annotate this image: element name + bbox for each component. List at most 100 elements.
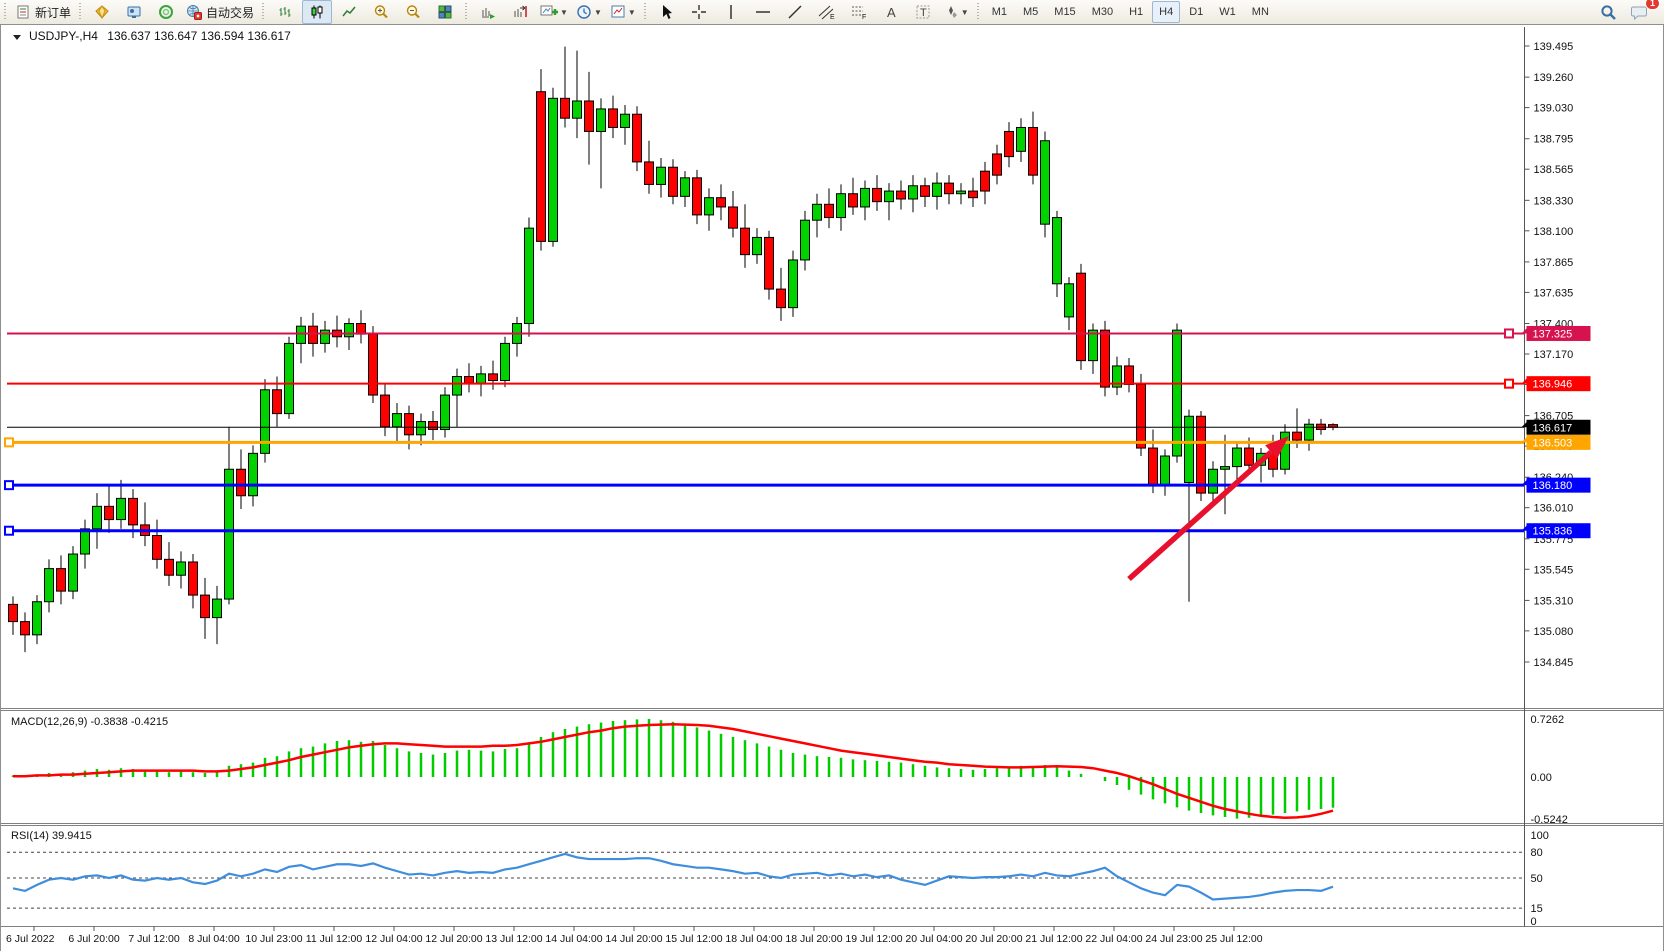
tile-windows-button[interactable] bbox=[430, 0, 460, 24]
text-tool-button[interactable]: A bbox=[876, 0, 906, 24]
trendline-tool-button[interactable] bbox=[780, 0, 810, 24]
candle-body bbox=[1064, 283, 1074, 318]
toolbar-grip[interactable] bbox=[975, 3, 981, 21]
time-axis-label: 12 Jul 20:00 bbox=[425, 933, 482, 945]
horizontal-line-tool-button[interactable] bbox=[748, 0, 778, 24]
candle-body bbox=[1028, 126, 1038, 176]
price-tick-label: 137.635 bbox=[1534, 287, 1574, 299]
candle-body bbox=[8, 603, 18, 623]
cursor-tool-button[interactable] bbox=[652, 0, 682, 24]
autotrading-icon bbox=[187, 5, 203, 20]
timeframe-m30-button[interactable]: M30 bbox=[1091, 6, 1114, 18]
candle-body bbox=[1148, 447, 1158, 486]
timeframe-m15-button[interactable]: M15 bbox=[1054, 6, 1076, 18]
price-tick-label: 135.545 bbox=[1534, 564, 1574, 576]
line-handle[interactable] bbox=[4, 480, 14, 491]
line-chart-button[interactable] bbox=[334, 0, 364, 24]
time-axis-label: 15 Jul 12:00 bbox=[665, 933, 722, 945]
toolbar-grip[interactable] bbox=[78, 3, 84, 21]
timeframe-m1-button[interactable]: M1 bbox=[991, 6, 1007, 18]
macd-label: MACD(12,26,9) -0.3838 -0.4215 bbox=[11, 716, 168, 728]
toolbar-grip[interactable] bbox=[642, 3, 648, 21]
candlestick-chart-button[interactable] bbox=[302, 0, 333, 24]
timeframe-h1-button[interactable]: H1 bbox=[1129, 6, 1144, 18]
trend-arrow-head[interactable] bbox=[1265, 436, 1289, 459]
svg-text:E: E bbox=[830, 14, 835, 20]
candle-body bbox=[164, 558, 174, 576]
new-chart-button[interactable]: ▼ bbox=[537, 0, 571, 24]
line-handle[interactable] bbox=[4, 437, 14, 448]
price-tag bbox=[1526, 477, 1591, 493]
toolbar-grip[interactable] bbox=[261, 3, 267, 21]
price-tag-pointer bbox=[1521, 437, 1527, 443]
candle-body bbox=[800, 219, 810, 261]
candle-body bbox=[500, 342, 510, 381]
templates-button[interactable]: ▼ bbox=[607, 0, 639, 24]
candle-body bbox=[1076, 272, 1086, 362]
price-tick-label: 135.080 bbox=[1534, 626, 1574, 638]
candle-body bbox=[1160, 455, 1170, 486]
candle-body bbox=[1304, 423, 1314, 441]
line-handle[interactable] bbox=[4, 525, 14, 536]
horizontal-lines-layer[interactable] bbox=[4, 328, 1525, 536]
market-watch-button[interactable] bbox=[87, 0, 117, 24]
bar-chart-button[interactable] bbox=[270, 0, 300, 24]
fibonacci-tool-button[interactable]: F bbox=[844, 0, 874, 24]
candle-body bbox=[932, 182, 942, 197]
search-icon bbox=[1600, 4, 1616, 20]
new-order-button[interactable]: 新订单 bbox=[12, 0, 74, 24]
candle-body bbox=[68, 553, 78, 592]
channel-tool-button[interactable]: E bbox=[812, 0, 842, 24]
toolbar-grip[interactable] bbox=[464, 3, 470, 21]
text-label-icon: T bbox=[916, 5, 930, 19]
zoom-out-button[interactable] bbox=[398, 0, 428, 24]
candle-body bbox=[1184, 415, 1194, 483]
candle-body bbox=[764, 236, 774, 290]
metaeditor-button[interactable] bbox=[151, 0, 181, 24]
candle-body bbox=[224, 468, 234, 600]
time-axis-label: 10 Jul 23:00 bbox=[245, 933, 302, 945]
price-chart[interactable]: 139.495 139.260 139.030 138.795 138.565 138.3… bbox=[1, 25, 1663, 951]
rsi-layer bbox=[7, 851, 1523, 909]
line-handle[interactable] bbox=[1504, 328, 1514, 339]
timeframe-h4-button[interactable]: H4 bbox=[1152, 1, 1181, 23]
candle-body bbox=[980, 170, 990, 192]
line-handle[interactable] bbox=[1504, 378, 1514, 389]
timeframe-d1-button[interactable]: D1 bbox=[1189, 6, 1204, 18]
terminal-button[interactable] bbox=[119, 0, 149, 24]
price-tag bbox=[1526, 376, 1591, 392]
price-tick-label: 139.260 bbox=[1534, 72, 1574, 84]
chart-shift-button[interactable] bbox=[505, 0, 535, 24]
candle-body bbox=[728, 206, 738, 229]
zoom-in-button[interactable] bbox=[366, 0, 396, 24]
vertical-line-tool-button[interactable] bbox=[716, 0, 746, 24]
candle-body bbox=[272, 389, 282, 415]
search-button[interactable] bbox=[1593, 0, 1623, 24]
cursor-arrow-icon bbox=[662, 5, 672, 19]
notifications-button[interactable]: 1 bbox=[1625, 0, 1660, 24]
candle-body bbox=[884, 190, 894, 203]
periods-button[interactable]: ▼ bbox=[573, 0, 605, 24]
arrows-tool-button[interactable]: ▼ bbox=[940, 0, 972, 24]
trend-arrow-shaft[interactable] bbox=[1127, 449, 1273, 582]
candle-body bbox=[404, 413, 414, 436]
text-label-tool-button[interactable]: T bbox=[908, 0, 938, 24]
price-tick-label: 135.310 bbox=[1534, 595, 1574, 607]
timeframe-mn-button[interactable]: MN bbox=[1251, 6, 1269, 18]
candle-body bbox=[716, 197, 726, 208]
template-icon bbox=[611, 5, 625, 18]
timeframe-w1-button[interactable]: W1 bbox=[1219, 6, 1236, 18]
price-tag-pointer bbox=[1521, 378, 1527, 384]
auto-scroll-button[interactable] bbox=[473, 0, 503, 24]
price-tick-label: 134.845 bbox=[1534, 657, 1574, 669]
trend-arrow[interactable] bbox=[1127, 436, 1289, 582]
toolbar-grip[interactable] bbox=[3, 3, 8, 21]
tile-windows-icon bbox=[438, 5, 452, 19]
autotrading-button[interactable]: 自动交易 bbox=[183, 0, 257, 24]
timeframe-m5-button[interactable]: M5 bbox=[1023, 6, 1039, 18]
crosshair-tool-button[interactable] bbox=[684, 0, 714, 24]
collapse-triangle-icon[interactable] bbox=[13, 35, 21, 40]
candle-body bbox=[416, 421, 426, 436]
candle-body bbox=[92, 505, 102, 530]
